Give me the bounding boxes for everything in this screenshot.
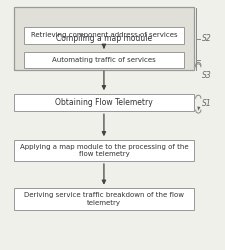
FancyBboxPatch shape [14,140,194,161]
FancyBboxPatch shape [14,7,194,70]
FancyBboxPatch shape [14,94,194,111]
FancyBboxPatch shape [14,188,194,210]
Text: S3: S3 [202,71,211,80]
Text: Compiling a map module: Compiling a map module [56,34,152,43]
Text: S1: S1 [202,99,211,108]
FancyBboxPatch shape [24,27,184,44]
Text: S2: S2 [202,34,211,43]
Text: Deriving service traffic breakdown of the flow
telemetry: Deriving service traffic breakdown of th… [24,192,184,206]
Text: Retrieving component address of services: Retrieving component address of services [31,32,177,38]
FancyBboxPatch shape [24,52,184,68]
Text: Applying a map module to the processing of the
flow telemetry: Applying a map module to the processing … [20,144,188,157]
Text: Obtaining Flow Telemetry: Obtaining Flow Telemetry [55,98,153,107]
Text: Automating traffic of services: Automating traffic of services [52,57,156,63]
